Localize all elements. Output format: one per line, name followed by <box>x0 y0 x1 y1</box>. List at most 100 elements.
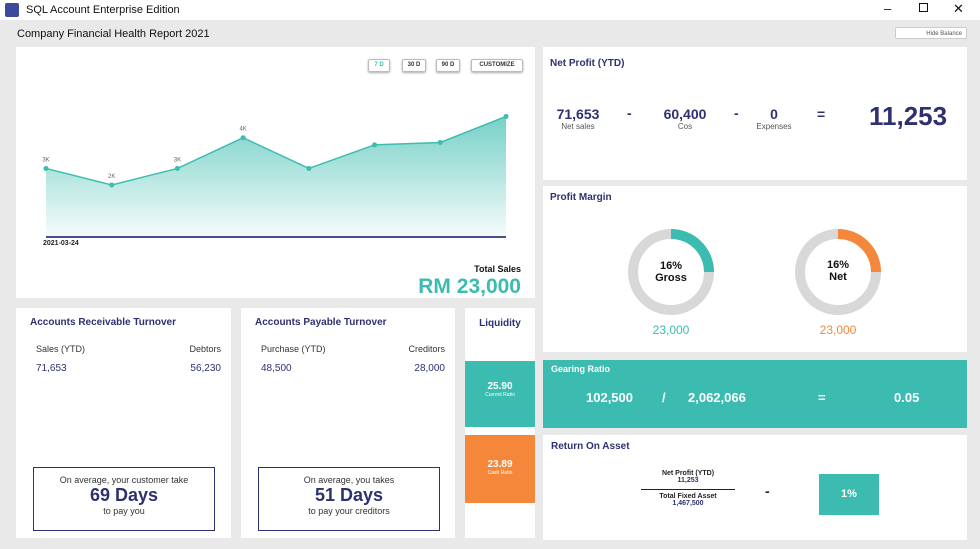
close-button[interactable]: ✕ <box>953 1 964 16</box>
sales-chart: 3K 2K 3K 4K <box>42 113 509 238</box>
data-point <box>174 165 180 171</box>
area-fill <box>46 116 506 237</box>
column-label: Purchase (YTD) <box>261 344 326 354</box>
panel-title: Accounts Payable Turnover <box>255 317 387 328</box>
value: 23.89 <box>487 459 513 470</box>
operator: / <box>662 390 666 405</box>
net-sales: 71,653 Net sales <box>543 106 613 131</box>
expenses: 0 Expenses <box>739 106 809 131</box>
column-label: Creditors <box>408 344 445 354</box>
percent: 16% <box>659 260 683 272</box>
value: 1,467,500 <box>672 500 704 507</box>
data-point <box>43 165 49 171</box>
net-gauge-text: 16% Net <box>808 259 868 283</box>
note: to pay you <box>103 506 145 516</box>
value: 71,653 <box>556 106 600 122</box>
value-label: 2K <box>108 174 115 180</box>
panel-title: Profit Margin <box>550 192 612 203</box>
operator: - <box>627 105 632 121</box>
sales-panel: 7 D 30 D 90 D CUSTOMIZE 3K 2K 3K 4K 2021-03… <box>16 47 535 298</box>
cash-ratio: 23.89 Cash Ratio <box>465 435 535 503</box>
gearing-left: 102,500 <box>586 390 633 405</box>
operator: - <box>765 483 770 499</box>
days: 51 Days <box>314 485 384 505</box>
restore-button[interactable] <box>919 3 928 12</box>
debtors-value: 56,230 <box>190 363 221 374</box>
minimize-button[interactable]: – <box>884 1 892 16</box>
purchase-value: 48,500 <box>261 363 292 374</box>
net-profit-panel: Net Profit (YTD) 71,653 Net sales - 60,40… <box>543 47 967 180</box>
value: 0 <box>770 106 778 122</box>
value-label: 4K <box>239 127 246 133</box>
roa-fraction: Net Profit (YTD) 11,253 Total Fixed Asse… <box>633 470 743 507</box>
label: Net Profit (YTD) <box>661 470 715 477</box>
total-sales-value: RM 23,000 <box>418 275 521 298</box>
label: Expenses <box>756 122 792 131</box>
label: Cash Ratio <box>487 470 513 476</box>
data-point <box>240 135 246 141</box>
panel-title: Liquidity <box>479 318 521 329</box>
operator: = <box>818 390 826 405</box>
operator: - <box>734 105 739 121</box>
gearing-right: 2,062,066 <box>688 390 746 405</box>
cos: 60,400 Cos <box>650 106 720 131</box>
gauge-arc <box>670 229 714 273</box>
receivable-panel: Accounts Receivable Turnover Sales (YTD)… <box>16 308 231 538</box>
sales-value: 71,653 <box>36 363 67 374</box>
panel-title: Return On Asset <box>551 441 630 452</box>
days: 69 Days <box>89 485 159 505</box>
column-label: Sales (YTD) <box>36 344 86 354</box>
gearing-panel: Gearing Ratio 102,500 / 2,062,066 = 0.05 <box>543 360 967 428</box>
hide-balance-button[interactable]: Hide Balance <box>895 27 967 39</box>
label: Gross <box>655 272 687 284</box>
range-button[interactable]: 30 D <box>402 59 426 72</box>
creditors-value: 28,000 <box>414 363 445 374</box>
data-point <box>109 182 115 188</box>
net-amount: 23,000 <box>819 323 857 337</box>
label: Net sales <box>561 122 595 131</box>
profit-margin-panel: Profit Margin 16% Gross 16% Net 23,000 23,… <box>543 186 967 352</box>
gauges <box>628 229 881 315</box>
range-button[interactable]: CUSTOMIZE <box>471 59 523 72</box>
label: Current Ratio <box>485 392 515 398</box>
label: Net <box>829 271 847 283</box>
note: On average, you takes <box>303 475 395 485</box>
value: 60,400 <box>663 106 707 122</box>
panel-title: Net Profit (YTD) <box>550 58 625 69</box>
note: On average, your customer take <box>59 475 189 485</box>
current-ratio: 25.90 Current Ratio <box>465 361 535 427</box>
panel-title: Gearing Ratio <box>551 364 611 374</box>
data-point <box>437 139 443 145</box>
data-point <box>503 113 509 119</box>
value: 11,253 <box>677 477 699 484</box>
roa-result: 1% <box>819 474 879 515</box>
days-box: On average, you takes 51 Days to pay you… <box>258 467 440 531</box>
value: 25.90 <box>487 381 513 392</box>
range-button[interactable]: 90 D <box>436 59 460 72</box>
gearing-result: 0.05 <box>894 390 920 405</box>
data-point <box>372 142 378 148</box>
gross-amount: 23,000 <box>652 323 690 337</box>
title-bar: SQL Account Enterprise Edition – ✕ <box>0 0 980 20</box>
note: to pay your creditors <box>308 506 390 516</box>
days-box: On average, your customer take 69 Days t… <box>33 467 215 531</box>
net-profit-result: 11,253 <box>869 101 948 131</box>
roa-panel: Return On Asset Net Profit (YTD) 11,253 … <box>543 435 967 540</box>
percent: 16% <box>826 259 850 271</box>
range-button[interactable]: 7 D <box>368 59 390 72</box>
value-label: 3K <box>174 157 181 163</box>
label: Total Fixed Asset <box>659 493 717 500</box>
total-sales-label: Total Sales <box>474 264 521 274</box>
data-point <box>306 165 312 171</box>
label: Cos <box>677 122 693 131</box>
fraction-line <box>641 489 735 490</box>
report-title: Company Financial Health Report 2021 <box>17 28 210 40</box>
x-axis-label: 2021-03-24 <box>43 240 79 247</box>
payable-panel: Accounts Payable Turnover Purchase (YTD)… <box>241 308 455 538</box>
gross-gauge-text: 16% Gross <box>641 260 701 284</box>
area-line <box>45 115 507 186</box>
liquidity-panel: Liquidity 25.90 Current Ratio 23.89 Cash… <box>465 308 535 538</box>
operator: = <box>817 106 826 122</box>
panel-title: Accounts Receivable Turnover <box>30 317 176 328</box>
